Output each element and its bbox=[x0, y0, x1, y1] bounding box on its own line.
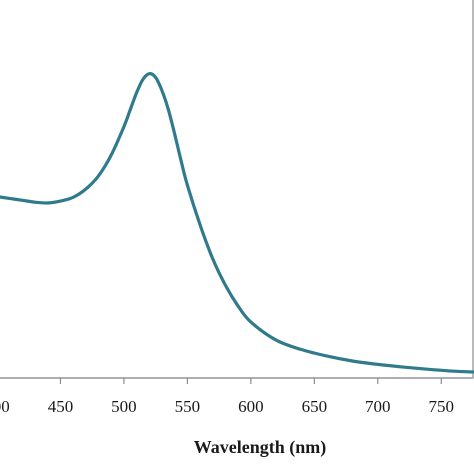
x-axis-title: Wavelength (nm) bbox=[194, 437, 327, 458]
x-tick-label: 750 bbox=[429, 397, 455, 416]
x-tick-label: 600 bbox=[238, 397, 264, 416]
x-axis-tick-labels: 400 450 500 550 600 650 700 750 bbox=[0, 397, 454, 416]
x-tick-label: 500 bbox=[111, 397, 137, 416]
x-tick-label: 400 bbox=[0, 397, 10, 416]
plot-area-frame bbox=[0, 0, 474, 379]
x-tick-label: 550 bbox=[175, 397, 201, 416]
x-tick-label: 700 bbox=[365, 397, 391, 416]
x-axis-ticks bbox=[59, 378, 442, 384]
x-tick-label: 650 bbox=[302, 397, 328, 416]
series-line bbox=[0, 72, 474, 374]
x-tick-label: 450 bbox=[48, 397, 74, 416]
